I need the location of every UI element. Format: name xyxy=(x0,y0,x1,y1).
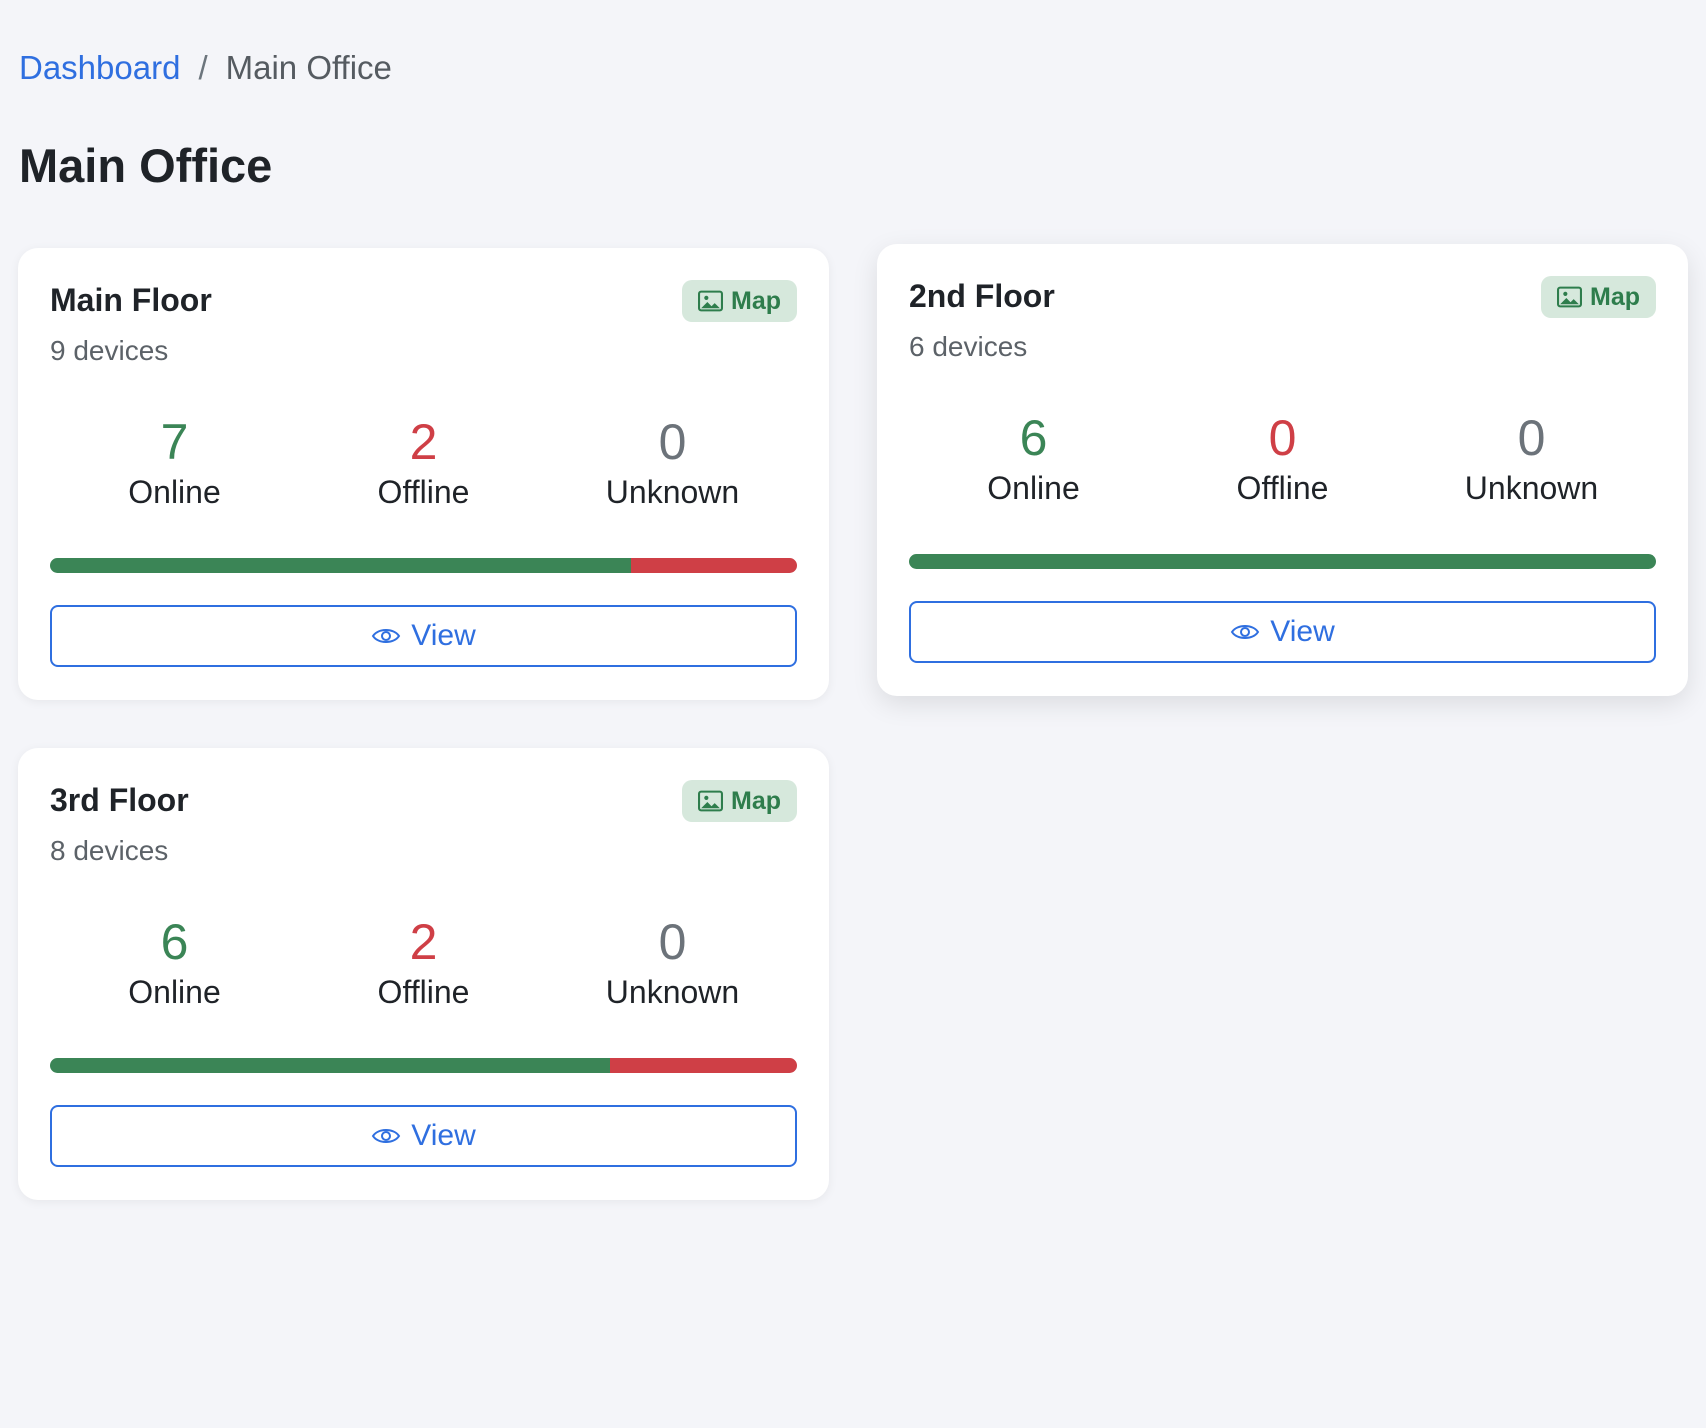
online-count: 6 xyxy=(1019,410,1048,466)
view-button-label: View xyxy=(411,1119,476,1152)
device-count: 8 devices xyxy=(50,835,169,866)
offline-count: 2 xyxy=(409,914,438,970)
image-icon xyxy=(698,290,723,312)
view-button[interactable]: View xyxy=(50,605,797,667)
unknown-count: 0 xyxy=(658,914,687,970)
offline-label: Offline xyxy=(1236,470,1329,506)
online-count: 6 xyxy=(160,914,189,970)
unknown-count: 0 xyxy=(658,414,687,470)
online-label: Online xyxy=(128,474,221,510)
map-button-label: Map xyxy=(731,286,781,315)
stat-online: 7 Online xyxy=(50,413,299,511)
online-label: Online xyxy=(128,974,221,1010)
stat-online: 6 Online xyxy=(50,913,299,1011)
offline-label: Offline xyxy=(377,474,470,510)
status-stats: 6 Online 2 Offline 0 Unknown xyxy=(50,913,797,1011)
page-title: Main Office xyxy=(19,139,273,192)
status-progress-bar xyxy=(50,558,797,573)
map-button[interactable]: Map xyxy=(682,280,797,322)
image-icon xyxy=(698,790,723,812)
device-count: 6 devices xyxy=(909,331,1028,362)
map-button[interactable]: Map xyxy=(1541,276,1656,318)
floor-card-2nd-floor: 2nd Floor 6 devices Map 6 Online 0 Offli… xyxy=(877,244,1688,696)
offline-label: Offline xyxy=(377,974,470,1010)
progress-offline xyxy=(610,1058,797,1073)
progress-offline xyxy=(631,558,797,573)
status-progress-bar xyxy=(50,1058,797,1073)
floor-card-3rd-floor: 3rd Floor 8 devices Map 6 Online 2 Offli… xyxy=(18,748,829,1200)
unknown-count: 0 xyxy=(1517,410,1546,466)
stat-unknown: 0 Unknown xyxy=(548,413,797,511)
unknown-label: Unknown xyxy=(1464,470,1599,506)
view-button-label: View xyxy=(411,619,476,652)
offline-count: 2 xyxy=(409,414,438,470)
view-button-label: View xyxy=(1270,615,1335,648)
breadcrumb: Dashboard / Main Office xyxy=(19,48,392,88)
progress-online xyxy=(50,1058,611,1073)
breadcrumb-current: Main Office xyxy=(225,49,392,86)
status-stats: 6 Online 0 Offline 0 Unknown xyxy=(909,409,1656,507)
stat-unknown: 0 Unknown xyxy=(548,913,797,1011)
offline-count: 0 xyxy=(1268,410,1297,466)
online-count: 7 xyxy=(160,414,189,470)
device-count: 9 devices xyxy=(50,335,169,366)
floor-card-main-floor: Main Floor 9 devices Map 7 Online 2 Offl… xyxy=(18,248,829,700)
eye-icon xyxy=(372,629,401,643)
progress-online xyxy=(909,554,1656,569)
stat-offline: 2 Offline xyxy=(299,413,548,511)
eye-icon xyxy=(372,1129,401,1143)
breadcrumb-link-dashboard[interactable]: Dashboard xyxy=(19,49,181,86)
stat-unknown: 0 Unknown xyxy=(1407,409,1656,507)
stat-online: 6 Online xyxy=(909,409,1158,507)
status-progress-bar xyxy=(909,554,1656,569)
floor-name: Main Floor xyxy=(50,282,212,318)
online-label: Online xyxy=(987,470,1080,506)
image-icon xyxy=(1557,286,1582,308)
unknown-label: Unknown xyxy=(605,474,740,510)
map-button-label: Map xyxy=(731,786,781,815)
floor-name: 3rd Floor xyxy=(50,782,189,818)
status-stats: 7 Online 2 Offline 0 Unknown xyxy=(50,413,797,511)
map-button[interactable]: Map xyxy=(682,780,797,822)
unknown-label: Unknown xyxy=(605,974,740,1010)
stat-offline: 0 Offline xyxy=(1158,409,1407,507)
breadcrumb-separator: / xyxy=(198,49,208,86)
map-button-label: Map xyxy=(1590,282,1640,311)
progress-online xyxy=(50,558,631,573)
view-button[interactable]: View xyxy=(909,601,1656,663)
view-button[interactable]: View xyxy=(50,1105,797,1167)
eye-icon xyxy=(1231,625,1260,639)
stat-offline: 2 Offline xyxy=(299,913,548,1011)
floor-name: 2nd Floor xyxy=(909,278,1055,314)
